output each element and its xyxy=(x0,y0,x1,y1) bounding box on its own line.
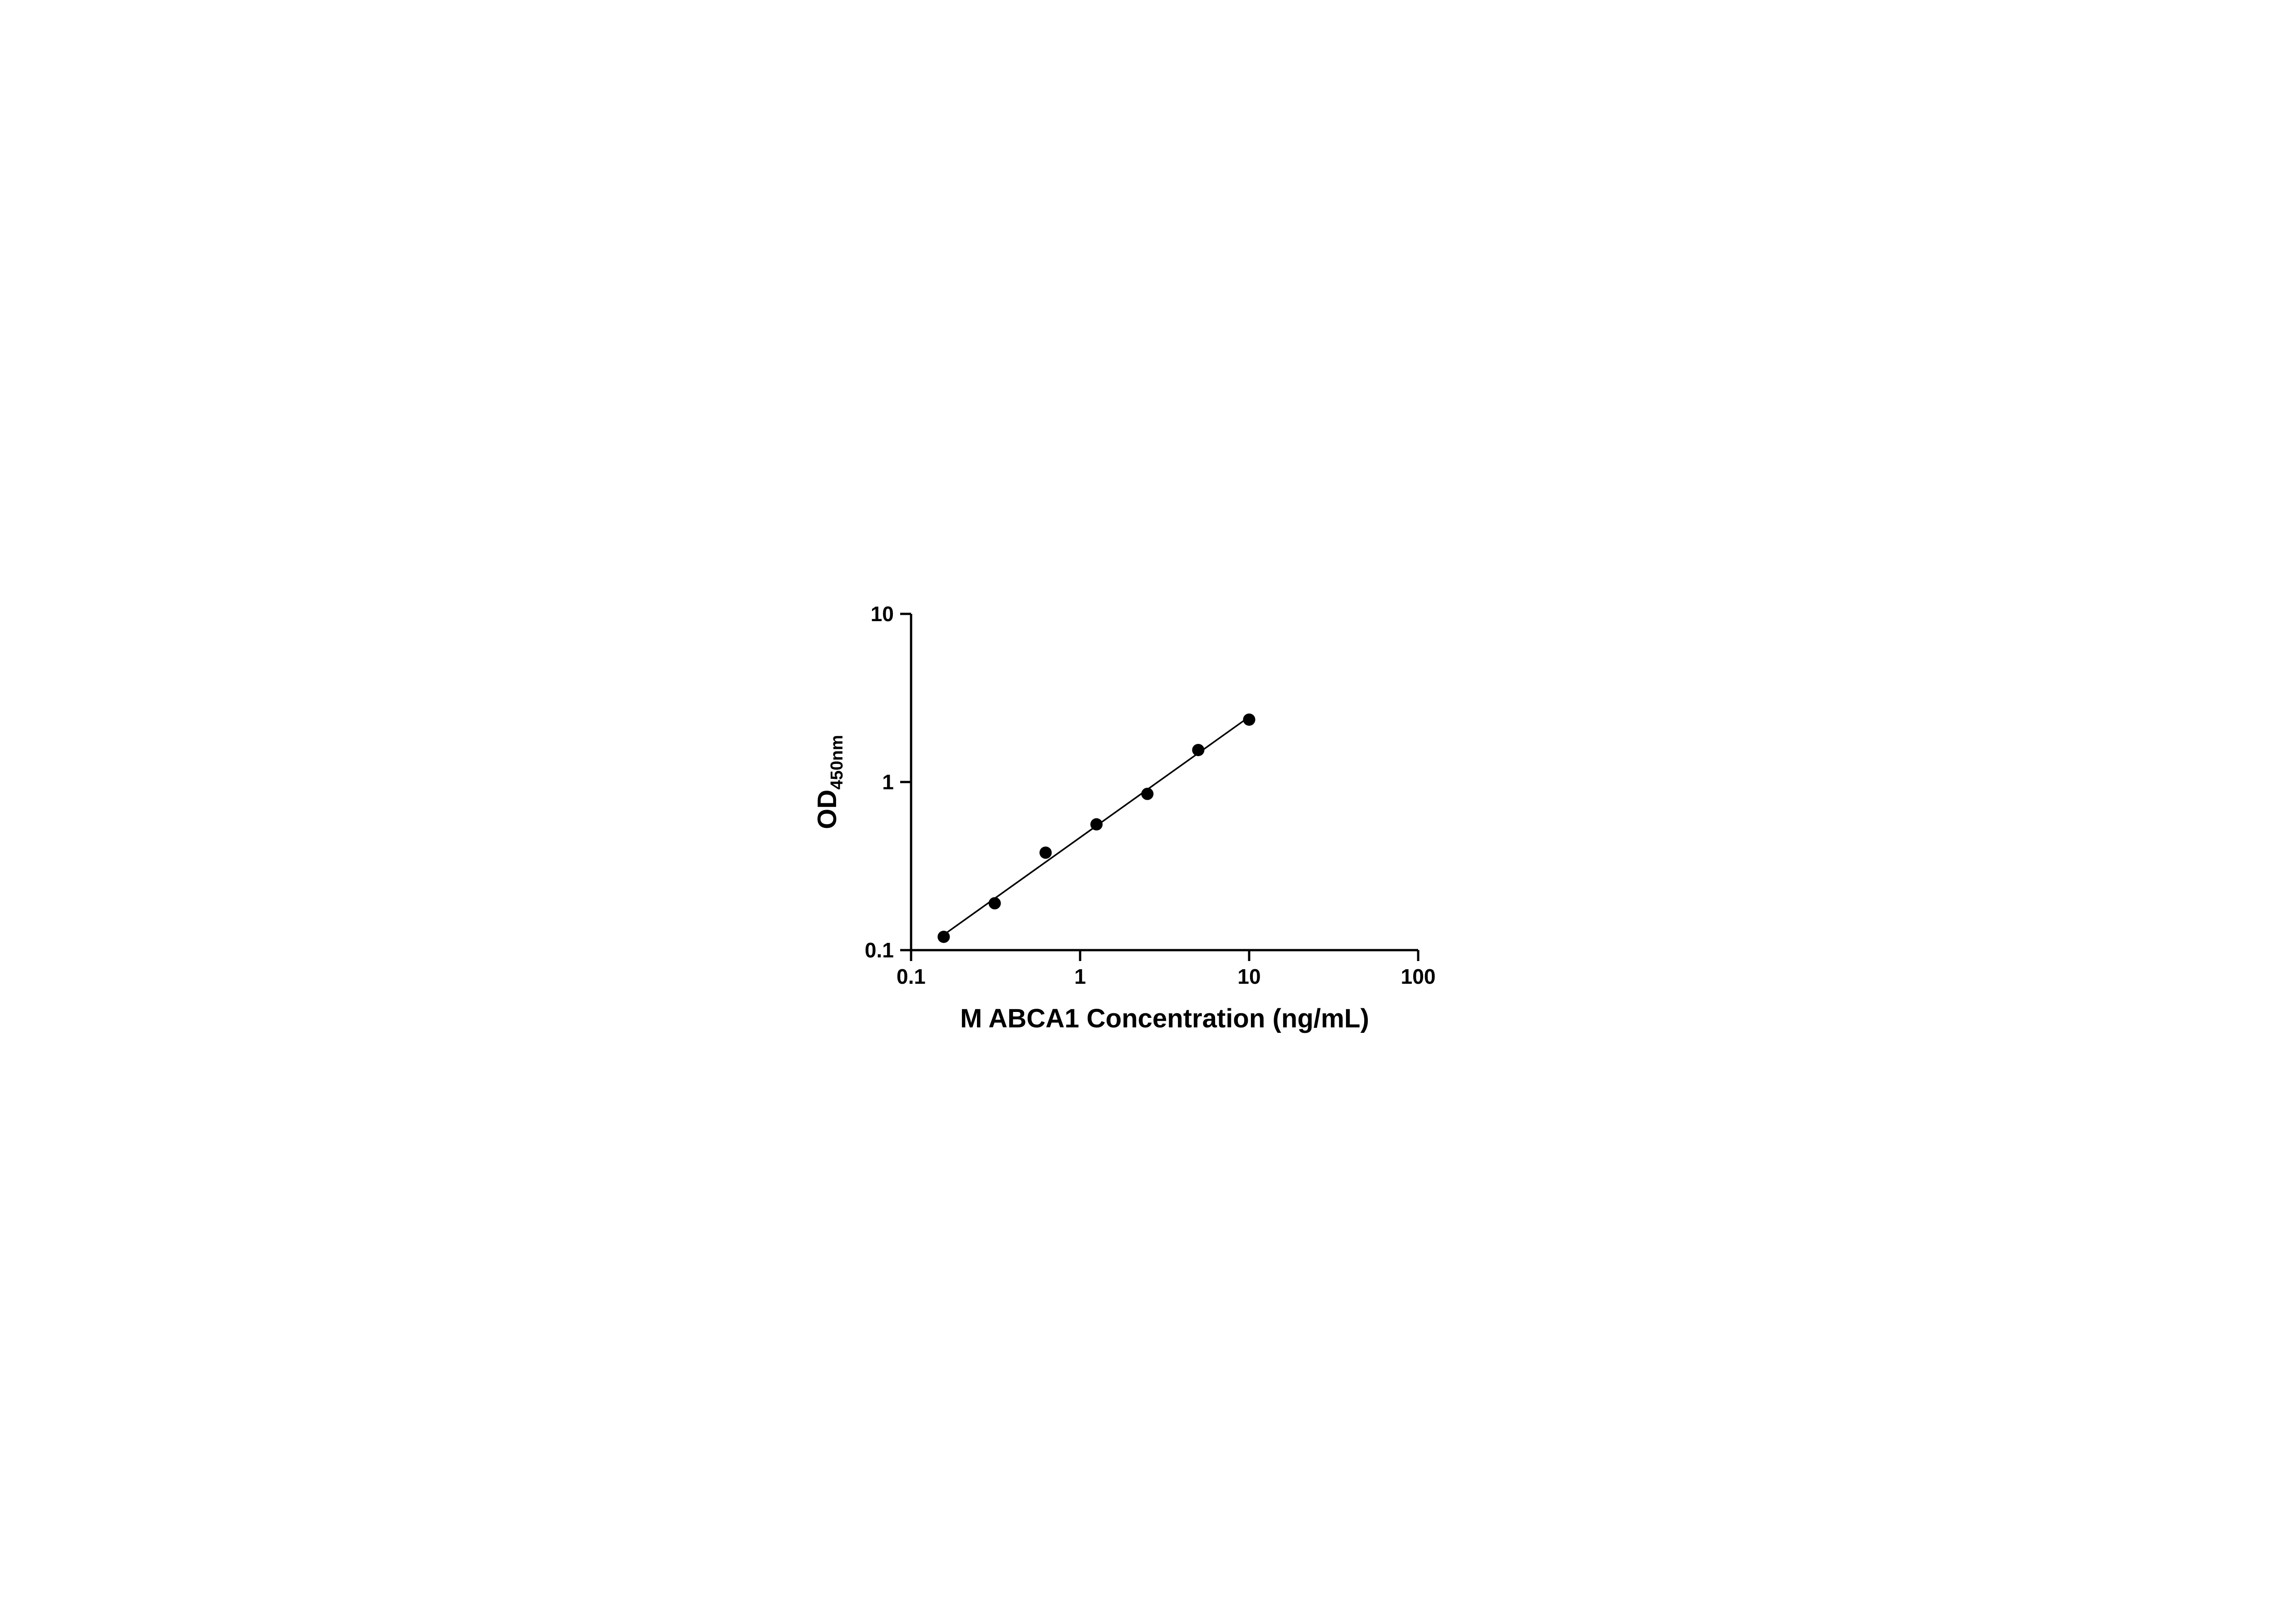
y-tick-label: 10 xyxy=(871,602,894,626)
data-point xyxy=(1039,846,1052,859)
data-point xyxy=(1090,818,1103,831)
x-tick-label: 0.1 xyxy=(897,965,926,988)
data-point xyxy=(988,897,1001,910)
elisa-standard-curve-figure: 0.1 1 10 100 0.1 1 10 M ABCA1 Concentration (n… xyxy=(795,568,1477,1056)
plot-area: 0.1 1 10 100 0.1 1 10 xyxy=(865,602,1435,988)
data-point xyxy=(1243,713,1256,726)
x-tick-label: 100 xyxy=(1401,965,1436,988)
y-tick-label: 0.1 xyxy=(865,938,894,962)
data-point xyxy=(1141,787,1154,800)
standard-curve-chart: 0.1 1 10 100 0.1 1 10 M ABCA1 Concentration (n… xyxy=(795,568,1477,1056)
data-point xyxy=(937,931,950,943)
x-tick-label: 1 xyxy=(1074,965,1086,988)
y-axis-title-subscript: 450nm xyxy=(827,735,847,789)
y-axis-title: OD450nm xyxy=(812,735,847,829)
x-tick-label: 10 xyxy=(1237,965,1261,988)
y-axis-title-main: OD xyxy=(812,790,842,829)
x-axis-title: M ABCA1 Concentration (ng/mL) xyxy=(960,1004,1369,1033)
data-point xyxy=(1192,744,1205,757)
axis-lines xyxy=(910,614,1418,951)
y-tick-label: 1 xyxy=(882,770,894,794)
